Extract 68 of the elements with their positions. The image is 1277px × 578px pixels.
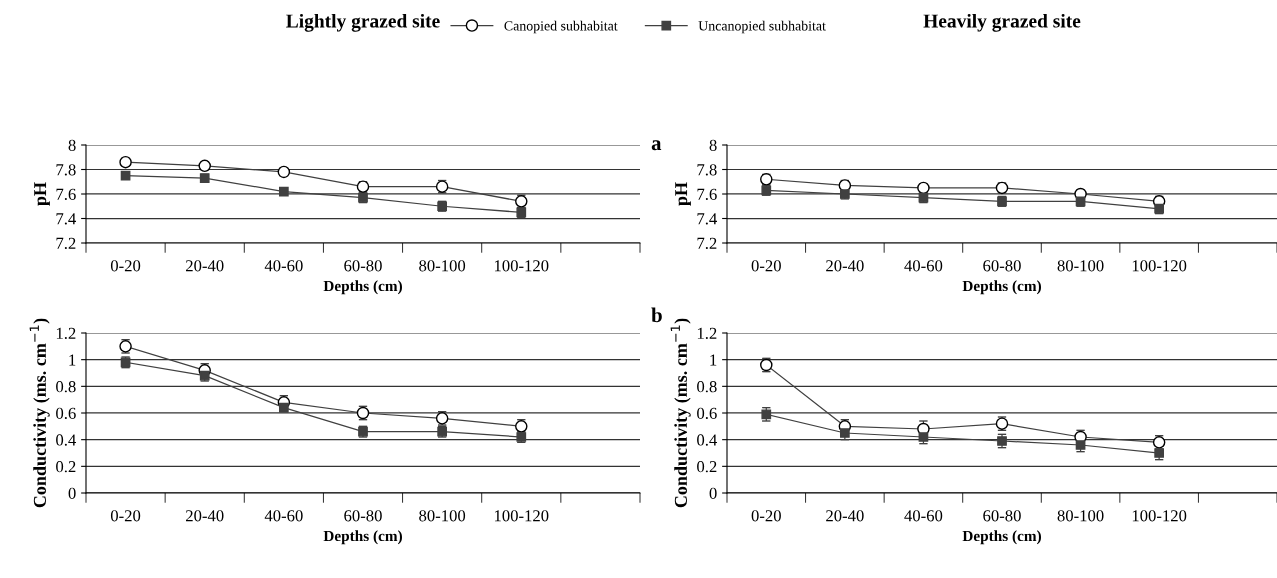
x-axis-title: Depths (cm) — [962, 530, 1041, 545]
y-tick-label: 8 — [709, 139, 717, 151]
chart-title: Lightly grazed site — [286, 13, 440, 32]
point — [278, 402, 289, 413]
point — [120, 170, 131, 181]
x-tick-label: 40-60 — [904, 260, 943, 272]
chart-title: Heavily grazed site — [923, 13, 1081, 32]
y-tick-label: 0.6 — [56, 407, 76, 420]
x-tick-label: 0-20 — [110, 510, 141, 522]
y-axis-title: Conductivity (ms. cm$^{−1}$) — [670, 318, 691, 508]
x-tick-label: 20-40 — [186, 510, 224, 522]
x-axis-title: Depths (cm) — [323, 280, 402, 295]
y-tick-label: 1 — [69, 354, 76, 366]
legend-label: Canopied subhabitat — [504, 20, 618, 34]
y-tick-label: 0.8 — [697, 381, 717, 393]
y-tick-label: 7.6 — [56, 188, 76, 201]
x-tick-label: 20-40 — [826, 260, 864, 272]
x-tick-label: 80-100 — [1057, 260, 1104, 272]
point — [1154, 203, 1165, 214]
x-tick-label: 20-40 — [186, 260, 224, 272]
x-tick-label: 60-80 — [344, 260, 382, 272]
text: a — [651, 140, 662, 151]
x-axis-title: Depths (cm) — [962, 280, 1041, 295]
x-tick-label: 100-120 — [494, 510, 549, 522]
y-tick-label: 0 — [68, 487, 76, 499]
x-tick-label: 60-80 — [344, 510, 382, 522]
x-tick-label: 0-20 — [751, 510, 781, 522]
x-tick-label: 60-80 — [983, 260, 1021, 272]
x-tick-label: 100-120 — [1132, 510, 1187, 522]
y-tick-label: 0.6 — [697, 407, 717, 420]
y-tick-label: 0.2 — [56, 461, 76, 473]
y-tick-label: 1.2 — [56, 327, 76, 340]
x-axis-title: Depths (cm) — [323, 530, 402, 545]
x-tick-label: 40-60 — [904, 510, 943, 522]
point — [1075, 196, 1086, 207]
y-tick-label: 0.4 — [56, 434, 77, 446]
x-tick-label: 100-120 — [494, 260, 549, 272]
y-tick-label: 7.4 — [697, 213, 718, 225]
y-axis-title: pH — [34, 182, 50, 206]
x-tick-label: 80-100 — [419, 510, 466, 522]
x-tick-label: 0-20 — [110, 260, 141, 272]
point — [278, 186, 289, 197]
y-tick-label: 7.4 — [56, 213, 77, 225]
y-tick-label: 7.8 — [56, 164, 76, 176]
text: b — [651, 307, 662, 323]
y-tick-label: 0.2 — [697, 461, 717, 473]
y-tick-label: 7.2 — [56, 237, 76, 250]
y-tick-label: 1 — [710, 354, 717, 366]
x-tick-label: 80-100 — [1057, 510, 1104, 522]
y-tick-label: 8 — [68, 139, 76, 151]
y-tick-label: 1.2 — [697, 327, 717, 340]
x-tick-label: 40-60 — [264, 260, 303, 272]
y-tick-label: 0 — [709, 487, 717, 499]
y-tick-label: 0.8 — [56, 381, 76, 393]
legend-label: Uncanopied subhabitat — [698, 20, 826, 34]
point — [199, 173, 210, 183]
y-tick-label: 0.4 — [697, 434, 718, 446]
y-tick-label: 7.8 — [697, 164, 717, 176]
y-tick-label: 7.6 — [697, 188, 717, 201]
y-axis-title: Conductivity (ms. cm$^{−1}$) — [29, 318, 50, 508]
y-axis-title: pH — [675, 182, 691, 206]
x-tick-label: 40-60 — [264, 510, 303, 522]
x-tick-label: 0-20 — [751, 260, 781, 272]
x-tick-label: 100-120 — [1132, 260, 1187, 272]
x-tick-label: 20-40 — [826, 510, 864, 522]
x-tick-label: 80-100 — [419, 260, 466, 272]
y-tick-label: 7.2 — [697, 237, 717, 250]
x-tick-label: 60-80 — [983, 510, 1021, 522]
